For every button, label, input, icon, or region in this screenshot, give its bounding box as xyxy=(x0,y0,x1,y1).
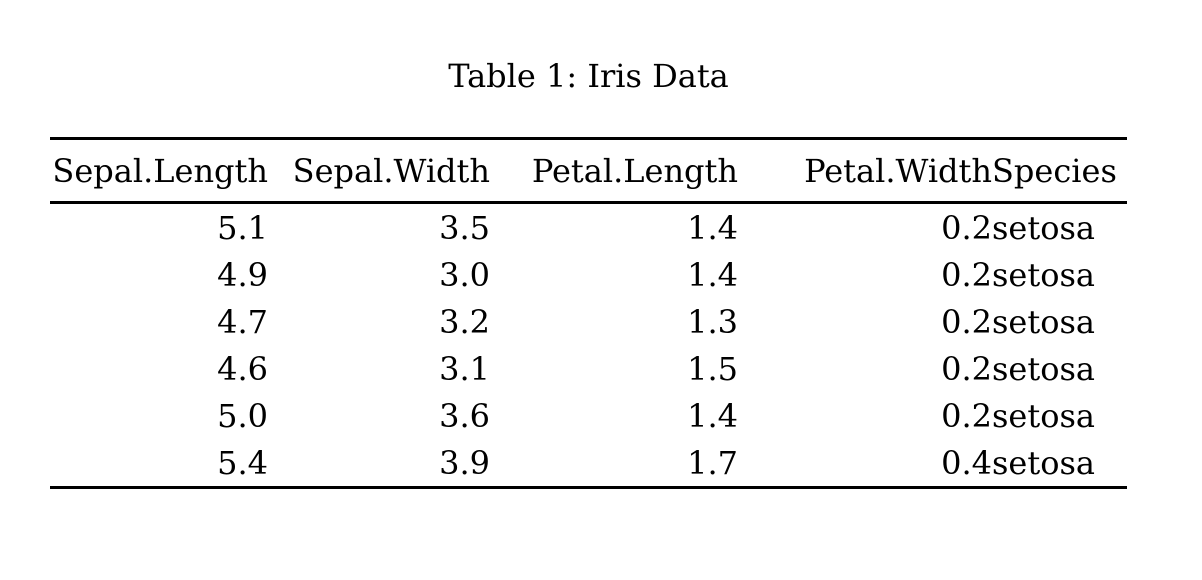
cell-petal-width: 0.2 xyxy=(941,302,992,341)
table-row: 4.9 3.0 1.4 0.2 setosa xyxy=(50,251,1127,298)
cell-sepal-length: 5.0 xyxy=(217,396,268,435)
cell-species: setosa xyxy=(992,443,1095,482)
cell-sepal-width: 3.5 xyxy=(439,208,490,247)
cell-petal-length: 1.4 xyxy=(687,208,738,247)
cell-species: setosa xyxy=(992,349,1095,388)
cell-petal-width: 0.2 xyxy=(941,208,992,247)
cell-petal-width: 0.2 xyxy=(941,396,992,435)
table-row: 5.4 3.9 1.7 0.4 setosa xyxy=(50,439,1127,488)
table-row: 4.6 3.1 1.5 0.2 setosa xyxy=(50,345,1127,392)
table-caption: Table 1: Iris Data xyxy=(448,57,729,95)
cell-petal-width: 0.2 xyxy=(941,349,992,388)
cell-petal-length: 1.5 xyxy=(687,349,738,388)
cell-species: setosa xyxy=(992,208,1095,247)
table-row: 5.1 3.5 1.4 0.2 setosa xyxy=(50,203,1127,252)
cell-petal-length: 1.3 xyxy=(687,302,738,341)
cell-sepal-length: 5.4 xyxy=(217,443,268,482)
cell-species: setosa xyxy=(992,302,1095,341)
cell-sepal-length: 4.6 xyxy=(217,349,268,388)
cell-petal-width: 0.4 xyxy=(941,443,992,482)
table-row: 4.7 3.2 1.3 0.2 setosa xyxy=(50,298,1127,345)
cell-sepal-length: 4.7 xyxy=(217,302,268,341)
cell-sepal-width: 3.1 xyxy=(439,349,490,388)
column-header-sepal-width: Sepal.Width xyxy=(268,138,490,204)
cell-species: setosa xyxy=(992,255,1095,294)
cell-sepal-width: 3.0 xyxy=(439,255,490,294)
cell-sepal-length: 4.9 xyxy=(217,255,268,294)
column-header-species: Species xyxy=(992,138,1127,204)
cell-petal-length: 1.4 xyxy=(687,255,738,294)
cell-petal-length: 1.7 xyxy=(687,443,738,482)
cell-petal-length: 1.4 xyxy=(687,396,738,435)
cell-sepal-length: 5.1 xyxy=(217,208,268,247)
cell-species: setosa xyxy=(992,396,1095,435)
caption-container: Table 1: Iris Data xyxy=(50,57,1127,95)
column-header-petal-width: Petal.Width xyxy=(738,138,992,204)
table-row: 5.0 3.6 1.4 0.2 setosa xyxy=(50,392,1127,439)
column-header-sepal-length: Sepal.Length xyxy=(50,138,268,204)
cell-sepal-width: 3.9 xyxy=(439,443,490,482)
cell-petal-width: 0.2 xyxy=(941,255,992,294)
header-row: Sepal.Length Sepal.Width Petal.Length Pe… xyxy=(50,138,1127,204)
cell-sepal-width: 3.2 xyxy=(439,302,490,341)
column-header-petal-length: Petal.Length xyxy=(490,138,738,204)
iris-data-table: Sepal.Length Sepal.Width Petal.Length Pe… xyxy=(50,137,1127,489)
cell-sepal-width: 3.6 xyxy=(439,396,490,435)
